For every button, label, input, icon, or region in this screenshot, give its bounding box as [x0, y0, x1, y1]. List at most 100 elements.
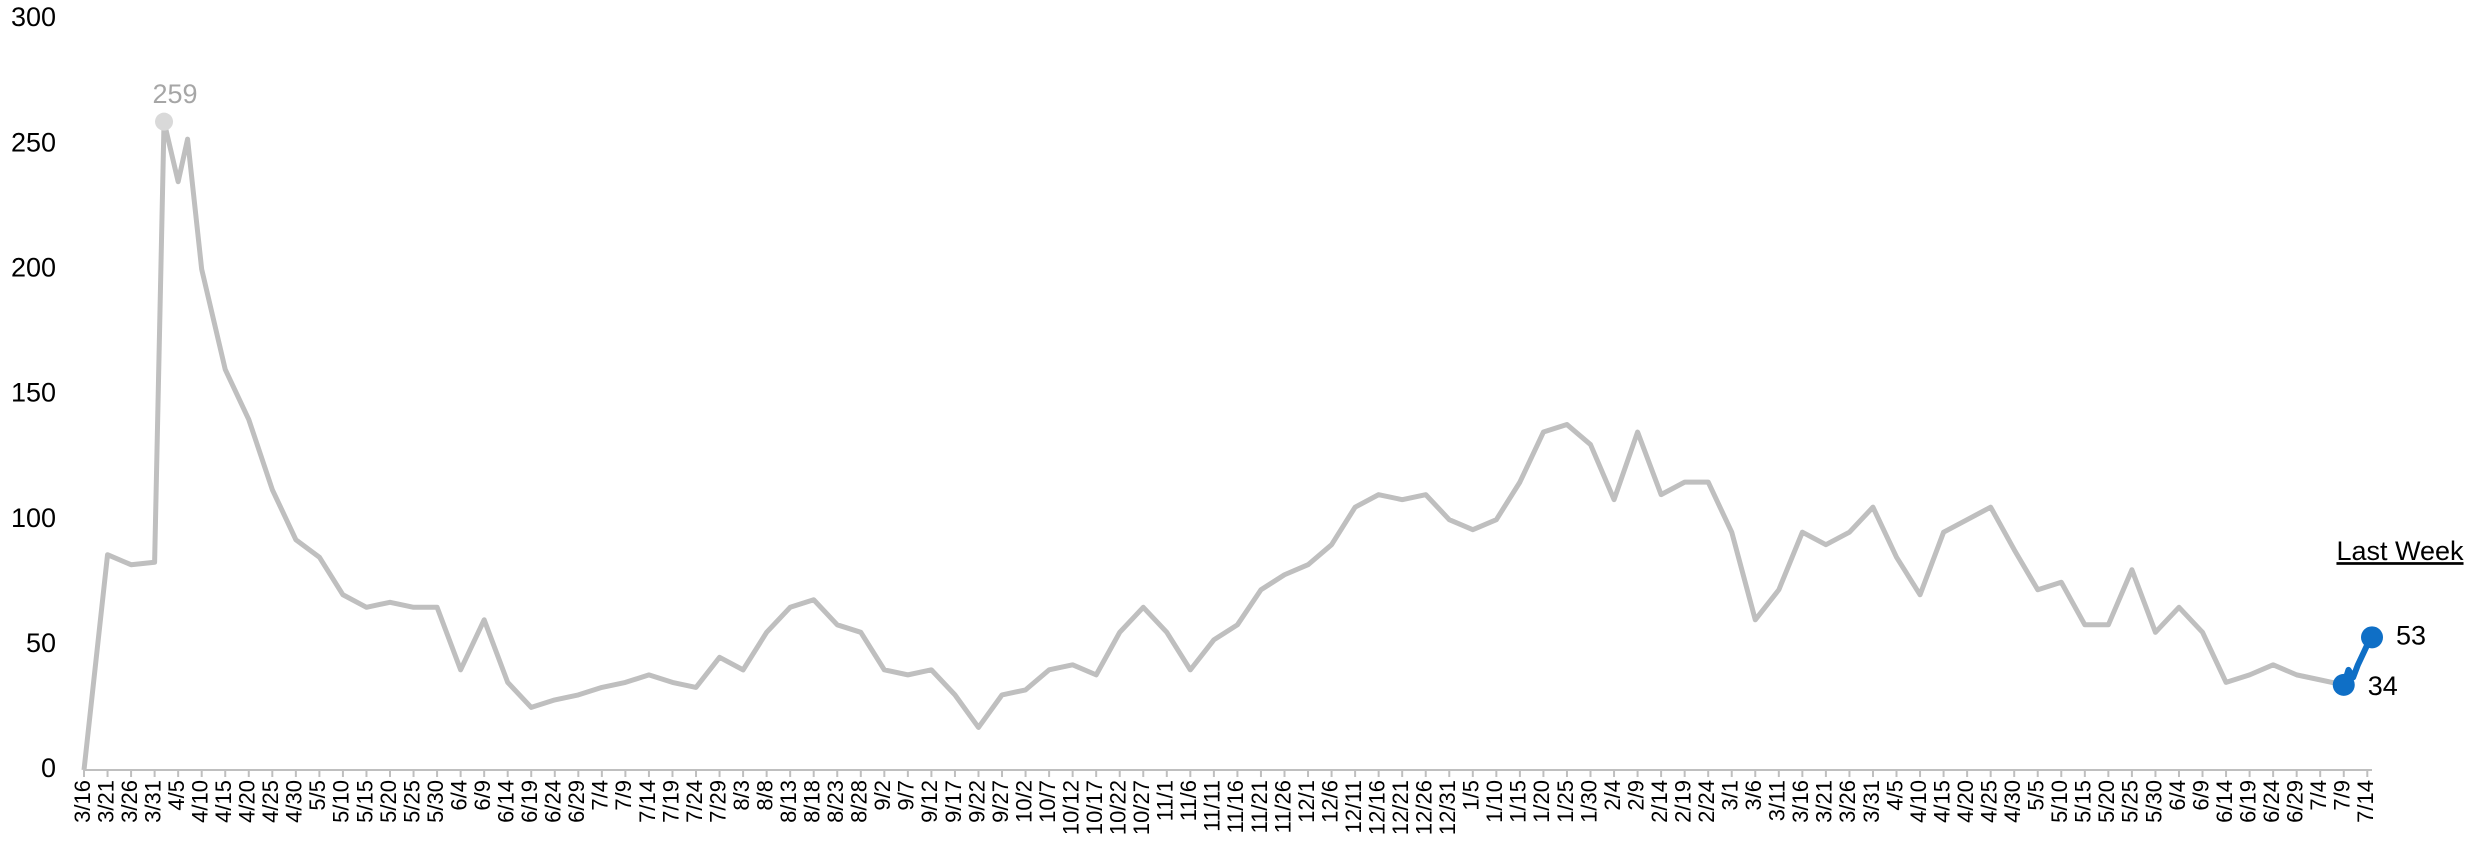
x-tick-label: 1/25	[1553, 780, 1578, 823]
x-tick-label: 6/9	[470, 780, 495, 811]
x-tick-label: 10/12	[1058, 780, 1083, 835]
x-tick-label: 1/30	[1576, 780, 1601, 823]
x-tick-label: 6/4	[2165, 780, 2190, 811]
x-tick-label: 7/19	[658, 780, 683, 823]
x-tick-label: 3/21	[93, 780, 118, 823]
x-tick-label: 8/13	[776, 780, 801, 823]
x-tick-label: 5/15	[2071, 780, 2096, 823]
x-tick-label: 12/16	[1364, 780, 1389, 835]
x-tick-label: 5/10	[329, 780, 354, 823]
x-tick-label: 8/28	[847, 780, 872, 823]
x-tick-label: 12/1	[1294, 780, 1319, 823]
x-tick-label: 12/26	[1412, 780, 1437, 835]
x-tick-label: 5/25	[2118, 780, 2143, 823]
x-tick-label: 7/24	[682, 780, 707, 823]
x-tick-label: 1/15	[1506, 780, 1531, 823]
x-tick-label: 12/11	[1341, 780, 1366, 833]
end-marker	[2361, 626, 2383, 649]
x-tick-label: 2/4	[1600, 780, 1625, 811]
x-tick-label: 4/25	[258, 780, 283, 823]
x-tick-label: 7/9	[2330, 780, 2355, 811]
x-tick-label: 3/16	[1788, 780, 1813, 823]
x-tick-label: 3/31	[140, 780, 165, 823]
x-tick-label: 1/20	[1529, 780, 1554, 823]
x-tick-label: 6/19	[2235, 780, 2260, 823]
x-tick-label: 8/23	[823, 780, 848, 823]
x-tick-label: 12/21	[1388, 780, 1413, 835]
x-tick-label: 5/15	[352, 780, 377, 823]
x-tick-label: 9/17	[941, 780, 966, 823]
x-tick-label: 10/22	[1106, 780, 1131, 835]
x-tick-label: 3/6	[1741, 780, 1766, 811]
line	[81, 119, 2345, 771]
x-tick-label: 7/29	[705, 780, 730, 823]
x-tick-label: 5/30	[423, 780, 448, 823]
x-tick-label: 10/27	[1129, 780, 1154, 835]
x-tick-label: 9/7	[894, 780, 919, 811]
y-tick-label: 0	[41, 753, 56, 783]
x-tick-label: 7/14	[635, 780, 660, 823]
x-tick-label: 2/19	[1670, 780, 1695, 823]
x-tick-label: 2/14	[1647, 780, 1672, 823]
x-tick-label: 6/14	[2212, 780, 2237, 823]
x-tick-label: 9/12	[917, 780, 942, 823]
end-marker	[2332, 673, 2355, 696]
data-label: 34	[2368, 671, 2398, 701]
y-tick-label: 200	[11, 252, 56, 282]
x-tick-label: 5/20	[2094, 780, 2119, 823]
x-tick-label: 6/29	[2282, 780, 2307, 823]
x-tick-label: 11/26	[1270, 780, 1295, 833]
x-tick-label: 1/5	[1459, 780, 1484, 811]
x-tick-label: 7/4	[588, 780, 613, 811]
x-tick-label: 12/6	[1317, 780, 1342, 823]
x-tick-label: 6/14	[494, 780, 519, 823]
x-tick-label: 6/24	[541, 780, 566, 823]
x-tick-label: 4/30	[282, 780, 307, 823]
x-tick-label: 8/18	[800, 780, 825, 823]
y-tick-label: 100	[11, 503, 56, 533]
x-tick-label: 5/25	[399, 780, 424, 823]
x-tick-label: 11/16	[1223, 780, 1248, 833]
x-tick-label: 2/9	[1623, 780, 1648, 811]
x-tick-label: 6/4	[446, 780, 471, 811]
x-tick-label: 6/19	[517, 780, 542, 823]
x-tick-label: 11/1	[1153, 780, 1178, 821]
x-tick-label: 3/11	[1765, 780, 1790, 821]
y-tick-label: 250	[11, 127, 56, 157]
x-tick-label: 4/5	[164, 780, 189, 811]
x-tick-label: 5/20	[376, 780, 401, 823]
x-tick-label: 5/5	[305, 780, 330, 811]
x-tick-label: 4/10	[188, 780, 213, 823]
x-tick-label: 7/9	[611, 780, 636, 811]
x-tick-label: 5/10	[2047, 780, 2072, 823]
x-tick-label: 4/25	[1976, 780, 2001, 823]
x-tick-label: 4/15	[1929, 780, 1954, 823]
x-tick-label: 3/26	[117, 780, 142, 823]
x-tick-label: 4/5	[1882, 780, 1907, 811]
x-tick-label: 6/9	[2188, 780, 2213, 811]
x-tick-label: 4/30	[2000, 780, 2025, 823]
x-tick-label: 2/24	[1694, 780, 1719, 823]
x-tick-label: 3/26	[1835, 780, 1860, 823]
x-tick-label: 10/17	[1082, 780, 1107, 835]
x-tick-label: 10/7	[1035, 780, 1060, 823]
x-tick-label: 11/6	[1176, 780, 1201, 821]
x-tick-label: 3/16	[70, 780, 95, 823]
peak-marker	[155, 112, 174, 131]
x-tick-label: 3/31	[1859, 780, 1884, 823]
x-tick-label: 10/2	[1011, 780, 1036, 823]
x-tick-label: 4/20	[1953, 780, 1978, 823]
x-tick-label: 4/15	[211, 780, 236, 823]
data-label: 53	[2396, 620, 2426, 650]
x-tick-label: 3/21	[1812, 780, 1837, 823]
x-tick-label: 3/1	[1718, 780, 1743, 811]
y-tick-label: 300	[11, 2, 56, 32]
y-tick-label: 50	[26, 628, 56, 658]
x-tick-label: 1/10	[1482, 780, 1507, 823]
data-label: 259	[153, 79, 198, 109]
x-tick-label: 9/27	[988, 780, 1013, 823]
x-tick-label: 4/10	[1906, 780, 1931, 823]
x-tick-label: 11/11	[1200, 780, 1225, 832]
